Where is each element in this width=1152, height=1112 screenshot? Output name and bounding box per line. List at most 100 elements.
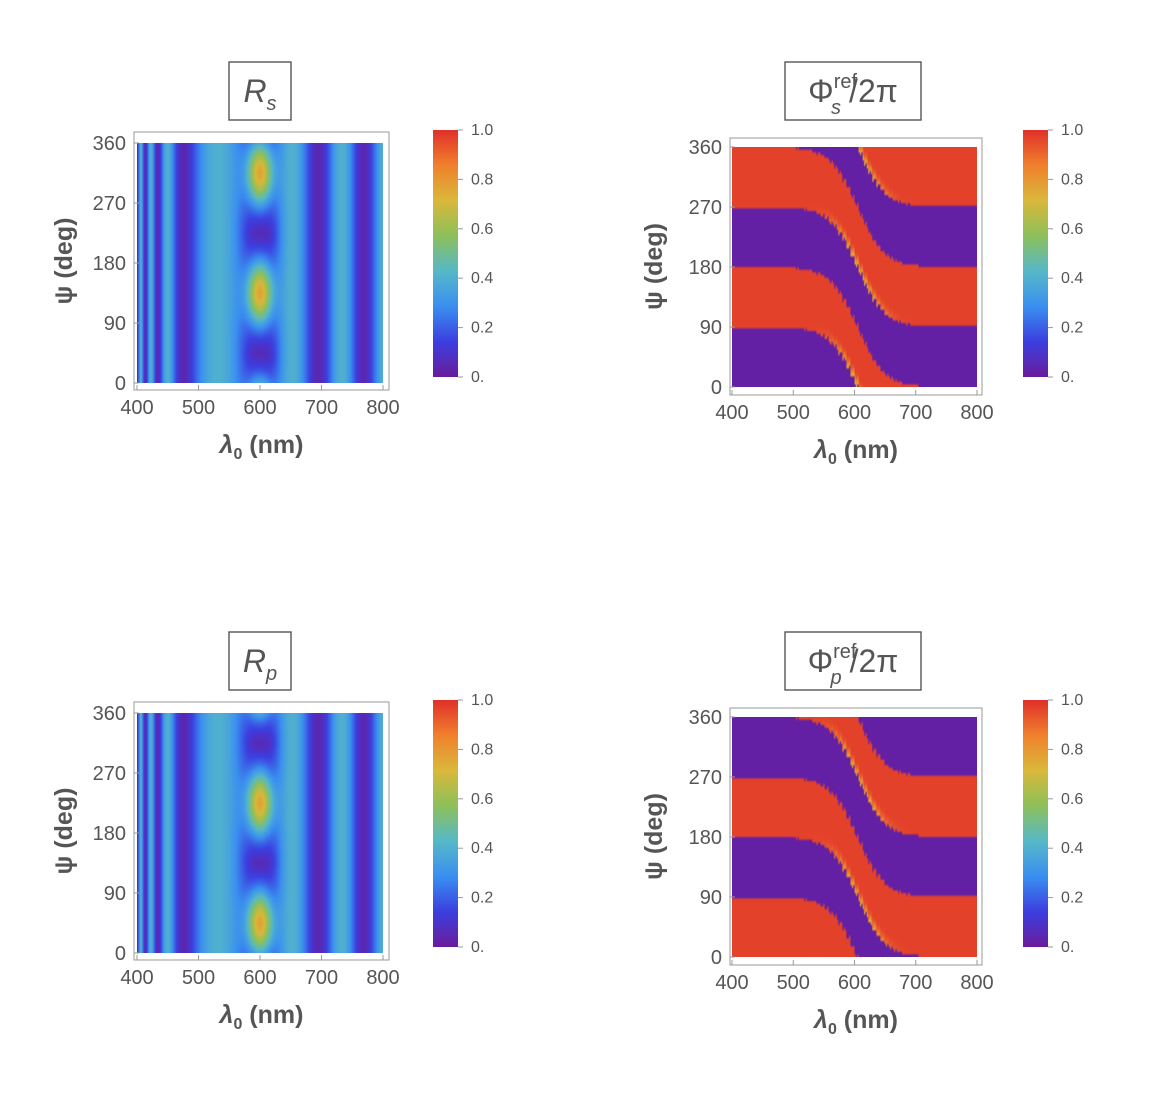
y-tick-label: 180	[93, 253, 126, 275]
y-tick-label: 90	[104, 313, 126, 335]
x-tick-label: 500	[182, 397, 215, 419]
y-tick-label: 90	[700, 317, 722, 339]
y-tick-label: 270	[93, 193, 126, 215]
y-tick-label: 270	[689, 197, 722, 219]
colorbar-tick-label: 0.4	[471, 840, 493, 857]
heatmap-Rs	[137, 143, 383, 383]
colorbar-gradient	[433, 130, 458, 377]
x-tick-label: 800	[366, 967, 399, 989]
x-tick-label: 400	[120, 967, 153, 989]
chart-Rs: Rs 400 500 600 700 800 0 90 180 270 360 λ0 (nm) ψ (d…	[50, 61, 493, 463]
colorbar-tick-label: 0.2	[471, 890, 493, 907]
title-Phis: Φref s/2π	[784, 61, 922, 121]
x-tick-label: 700	[305, 967, 338, 989]
colorbar-tick-label: 0.8	[1061, 171, 1083, 188]
chart-Rp: Rp 400 500 600 700 800 0 90 180 270 360 λ0 (nm) ψ (d…	[50, 631, 493, 1033]
x-tick-label: 600	[243, 967, 276, 989]
plot-frame	[133, 131, 390, 391]
y-axis-label: ψ (deg)	[50, 218, 78, 305]
colorbar: 0. 0.2 0.4 0.6 0.8 1.0	[433, 122, 493, 386]
y-tick-label: 0	[711, 377, 722, 399]
colorbar-tick-label: 0.4	[1061, 270, 1083, 287]
colorbar-tick-label: 1.0	[1061, 122, 1083, 139]
colorbar-tick-label: 0.4	[1061, 840, 1083, 857]
colorbar-tick-label: 0.6	[1061, 221, 1083, 238]
x-tick-label: 500	[777, 402, 810, 424]
x-tick-label: 700	[899, 402, 932, 424]
x-tick-label: 400	[715, 972, 748, 994]
colorbar-tick-label: 0.2	[1061, 320, 1083, 337]
title-box	[784, 61, 922, 121]
y-axis-label: ψ (deg)	[640, 223, 668, 310]
y-tick-label: 0	[711, 947, 722, 969]
y-tick-label: 180	[93, 823, 126, 845]
colorbar-tick-label: 0.	[471, 939, 484, 956]
chart-Phip: Φref p/2π 400 500 600 700 800 0 90 180 270 360 λ0 (n…	[640, 631, 1083, 1038]
title-Phip: Φref p/2π	[784, 631, 922, 691]
x-tick-label: 700	[305, 397, 338, 419]
colorbar: 0. 0.2 0.4 0.6 0.8 1.0	[433, 692, 493, 956]
y-tick-label: 90	[104, 883, 126, 905]
colorbar-tick-label: 1.0	[471, 692, 493, 709]
x-tick-label: 800	[960, 972, 993, 994]
colorbar-tick-label: 0.2	[1061, 890, 1083, 907]
x-tick-label: 400	[120, 397, 153, 419]
x-tick-label: 400	[715, 402, 748, 424]
y-tick-label: 270	[689, 767, 722, 789]
x-tick-label: 600	[838, 972, 871, 994]
title-box	[228, 61, 292, 121]
heatmap-Phip	[732, 717, 977, 957]
y-tick-label: 180	[689, 827, 722, 849]
panel-phi-p: Φref p/2π 400 500 600 700 800 0 90 180 270 360 λ0 (n…	[590, 570, 1150, 1070]
x-axis-label: λ0 (nm)	[218, 1001, 304, 1033]
x-axis-label: λ0 (nm)	[218, 431, 304, 463]
plot-frame	[133, 701, 390, 961]
y-tick-label: 270	[93, 763, 126, 785]
x-tick-label: 700	[899, 972, 932, 994]
y-tick-label: 360	[93, 133, 126, 155]
colorbar-tick-label: 0.8	[471, 171, 493, 188]
y-tick-label: 180	[689, 257, 722, 279]
colorbar-tick-label: 0.2	[471, 320, 493, 337]
title-Rs: Rs	[228, 61, 292, 121]
title-text: Rs	[243, 73, 276, 115]
colorbar-tick-label: 1.0	[1061, 692, 1083, 709]
y-tick-label: 360	[689, 707, 722, 729]
colorbar-tick-label: 0.	[1061, 939, 1074, 956]
x-tick-label: 500	[182, 967, 215, 989]
title-text: Φref s/2π	[808, 71, 898, 119]
colorbar: 0. 0.2 0.4 0.6 0.8 1.0	[1023, 692, 1083, 956]
colorbar-tick-label: 0.8	[471, 741, 493, 758]
y-axis-label: ψ (deg)	[640, 793, 668, 880]
y-tick-label: 360	[93, 703, 126, 725]
colorbar-gradient	[1023, 130, 1048, 377]
colorbar-tick-label: 0.6	[471, 221, 493, 238]
x-tick-label: 800	[960, 402, 993, 424]
y-tick-label: 90	[700, 887, 722, 909]
colorbar: 0. 0.2 0.4 0.6 0.8 1.0	[1023, 122, 1083, 386]
heatmap-Phis	[732, 147, 977, 387]
x-axis-label: λ0 (nm)	[812, 1006, 898, 1038]
title-Rp: Rp	[228, 631, 292, 691]
y-tick-label: 0	[115, 943, 126, 965]
y-axis-label: ψ (deg)	[50, 788, 78, 875]
panel-rs: Rs 400 500 600 700 800 0 90 180 270 360 λ0 (nm) ψ (d…	[0, 0, 560, 500]
x-tick-label: 800	[366, 397, 399, 419]
title-text: Φref p/2π	[808, 641, 899, 689]
title-box	[228, 631, 292, 691]
colorbar-tick-label: 0.6	[1061, 791, 1083, 808]
x-axis-label: λ0 (nm)	[812, 436, 898, 468]
colorbar-tick-label: 0.4	[471, 270, 493, 287]
panel-rp: Rp 400 500 600 700 800 0 90 180 270 360 λ0 (nm) ψ (d…	[0, 570, 560, 1070]
panel-phi-s: Φref s/2π 400 500 600 700 800 0 90 180 270 360 λ0 (n…	[590, 0, 1150, 500]
colorbar-tick-label: 0.8	[1061, 741, 1083, 758]
heatmap-Rp	[137, 713, 383, 953]
x-tick-label: 600	[243, 397, 276, 419]
title-box	[784, 631, 922, 691]
colorbar-tick-label: 0.	[471, 369, 484, 386]
colorbar-tick-label: 0.	[1061, 369, 1074, 386]
colorbar-gradient	[433, 700, 458, 947]
title-text: Rp	[243, 643, 277, 685]
chart-Phis: Φref s/2π 400 500 600 700 800 0 90 180 270 360 λ0 (n…	[640, 61, 1083, 468]
colorbar-gradient	[1023, 700, 1048, 947]
